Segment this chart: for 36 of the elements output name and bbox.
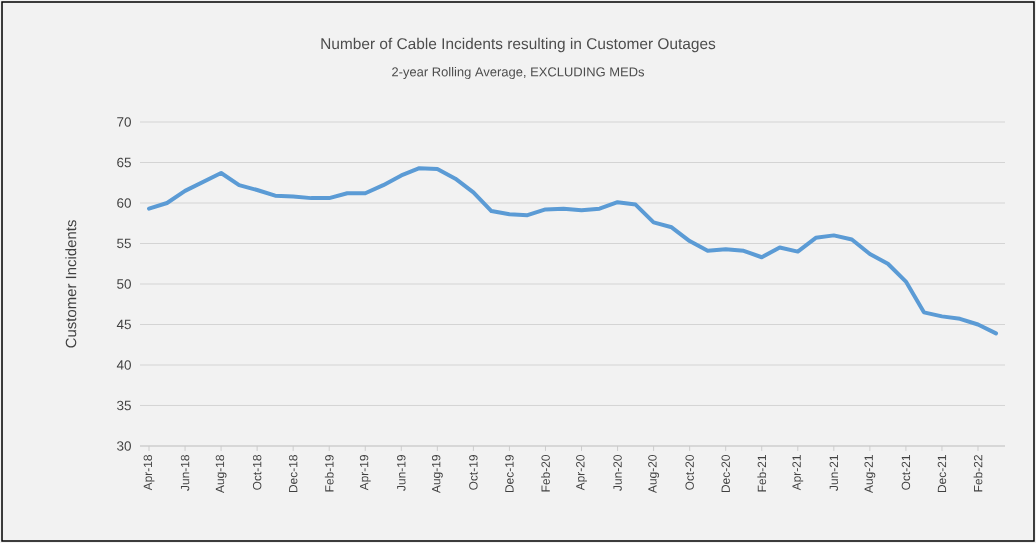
y-tick-label: 60 — [117, 198, 131, 208]
x-tick-label: Dec-18 — [288, 455, 298, 493]
chart-subtitle: 2-year Rolling Average, EXCLUDING MEDs — [392, 66, 645, 80]
x-tick-label: Oct-19 — [469, 455, 478, 490]
x-tick-label: Aug-19 — [431, 455, 443, 494]
x-tick-label: Oct-21 — [901, 455, 911, 490]
x-tick-label: Feb-19 — [324, 455, 334, 492]
x-tick-label: Jun-18 — [180, 455, 190, 491]
y-tick-label: 45 — [116, 319, 131, 330]
y-tick-label: 35 — [117, 400, 131, 411]
x-tick-label: Dec-19 — [505, 455, 514, 493]
chart-title: Number of Cable Incidents resulting in Customer Outages — [321, 37, 716, 53]
x-tick-label: Jun-21 — [829, 455, 839, 491]
x-tick-label: Apr-20 — [576, 454, 587, 491]
x-tick-label: Dec-21 — [937, 455, 947, 493]
x-tick-label: Jun-20 — [613, 454, 622, 491]
x-tick-label: Feb-22 — [973, 455, 983, 492]
y-axis-title: Customer Incidents — [65, 220, 77, 348]
y-tick-label: 30 — [117, 441, 131, 451]
y-tick-label: 40 — [116, 360, 131, 370]
x-tick-label: Feb-21 — [757, 455, 767, 492]
y-tick-label: 70 — [117, 117, 131, 127]
x-tick-label: Aug-21 — [864, 455, 876, 494]
x-tick-label: Jun-19 — [397, 455, 406, 491]
x-tick-label: Dec-20 — [721, 454, 730, 493]
x-tick-label: Apr-21 — [792, 455, 804, 491]
x-tick-label: Oct-18 — [252, 455, 262, 490]
y-tick-label: 50 — [117, 279, 131, 289]
y-tick-label: 65 — [117, 157, 131, 168]
x-tick-label: Apr-18 — [143, 455, 155, 491]
x-tick-label: Apr-19 — [359, 455, 371, 491]
x-tick-label: Feb-20 — [541, 454, 550, 492]
x-tick-label: Aug-18 — [215, 455, 227, 494]
x-tick-label: Aug-20 — [648, 454, 660, 494]
x-tick-label: Oct-20 — [685, 454, 694, 490]
y-tick-label: 55 — [117, 238, 131, 249]
